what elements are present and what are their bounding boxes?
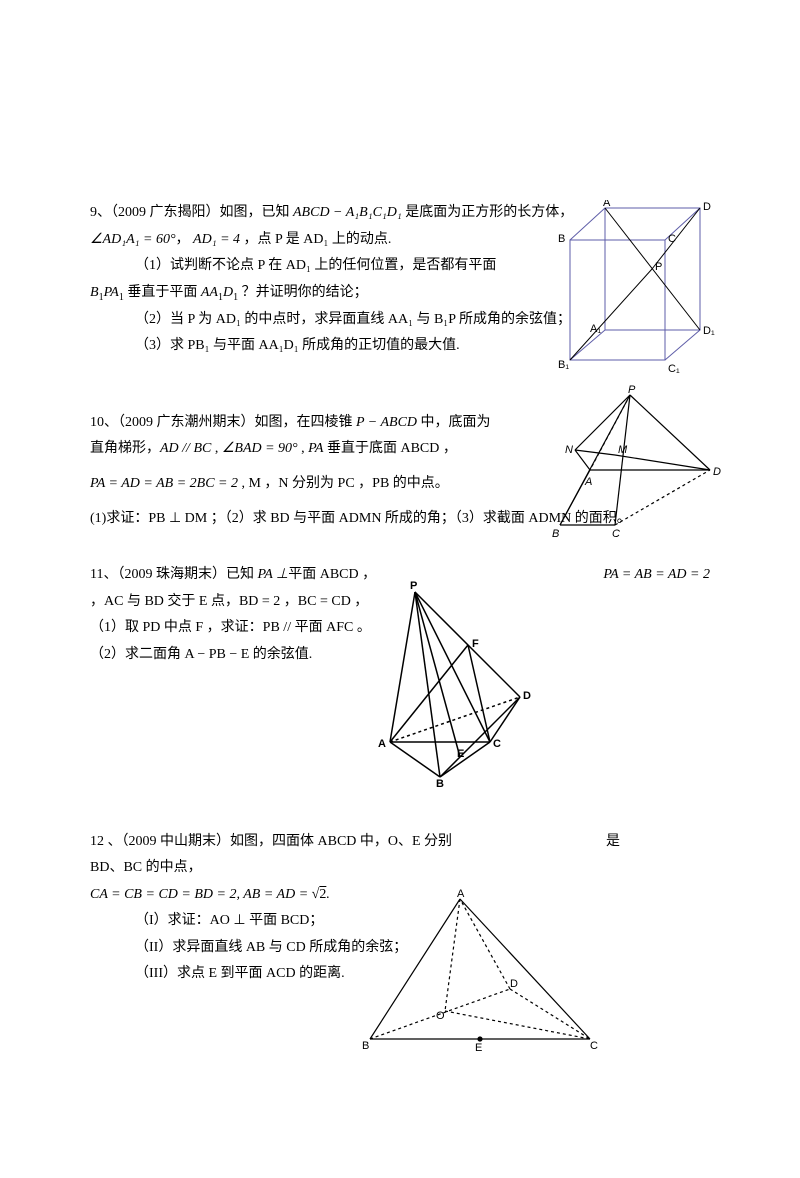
text: 直角梯形， bbox=[90, 441, 160, 456]
label-C: C bbox=[493, 738, 501, 750]
label-D1: D₁ bbox=[703, 325, 715, 337]
math: PA = AD = AB = 2BC = 2 bbox=[90, 476, 238, 491]
label-A: A bbox=[378, 738, 386, 750]
text: , M ，N 分别为 PC ，PB 的中点。 bbox=[238, 476, 449, 491]
label-B: B bbox=[362, 1040, 369, 1052]
figure-p11: P F D A E C B bbox=[360, 577, 550, 787]
text: 12 、（2009 中山期末）如图，四面体 ABCD 中，O、E 分别 bbox=[90, 834, 452, 849]
text: 垂直于底面 ABCD ， bbox=[323, 441, 456, 456]
text: , bbox=[298, 441, 309, 456]
math: ∠BAD = 90° bbox=[222, 441, 298, 456]
label-B: B bbox=[436, 778, 444, 787]
text: 10、（2009 广东潮州期末）如图，在四棱锥 bbox=[90, 415, 356, 430]
label-D: D bbox=[523, 690, 531, 702]
label-B1: B₁ bbox=[558, 359, 569, 371]
label-A: A bbox=[584, 476, 592, 488]
label-P: P bbox=[628, 385, 636, 396]
text: 11、（2009 珠海期末）已知 bbox=[90, 567, 257, 582]
math: PA bbox=[308, 441, 323, 456]
p12-line1b: BD、BC 的中点， bbox=[90, 855, 710, 882]
label-D: D bbox=[703, 201, 711, 213]
text: ， bbox=[176, 232, 194, 247]
label-C: C bbox=[612, 528, 620, 540]
label-E: E bbox=[475, 1042, 482, 1054]
math: B bbox=[90, 285, 99, 300]
text: , bbox=[211, 441, 222, 456]
problem-9: A D B C P A₁ D₁ B₁ C₁ 9、（2009 广东揭阳）如图，已知… bbox=[90, 200, 710, 360]
label-A: A bbox=[457, 889, 465, 900]
p12-line1: 12 、（2009 中山期末）如图，四面体 ABCD 中，O、E 分别 是 bbox=[90, 829, 710, 856]
problem-12: A B E C D O 12 、（2009 中山期末）如图，四面体 ABCD 中… bbox=[90, 829, 710, 1089]
math: AD // BC bbox=[160, 441, 211, 456]
problem-10: P N M A D B C 10、（2009 广东潮州期末）如图，在四棱锥 P … bbox=[90, 410, 710, 532]
label-A: A bbox=[603, 200, 611, 209]
page: A D B C P A₁ D₁ B₁ C₁ 9、（2009 广东揭阳）如图，已知… bbox=[0, 0, 800, 1178]
label-B: B bbox=[552, 528, 559, 540]
label-P: P bbox=[655, 261, 662, 273]
figure-tetrahedron: A B E C D O bbox=[360, 889, 600, 1054]
label-B: B bbox=[558, 233, 565, 245]
math: ∠AD₁A₁ = 60° bbox=[90, 232, 176, 247]
text: 中，底面为 bbox=[417, 415, 491, 430]
text: ，点 P 是 AD₁ 上的动点. bbox=[240, 232, 391, 247]
figure-pyramid: P N M A D B C bbox=[530, 385, 730, 545]
label-D: D bbox=[713, 466, 721, 478]
math: ABCD − A₁B₁C₁D₁ bbox=[293, 205, 402, 220]
label-N: N bbox=[565, 444, 573, 456]
math: AD₁ = 4 bbox=[193, 232, 240, 247]
text: 9、（2009 广东揭阳）如图，已知 bbox=[90, 205, 293, 220]
problem-11: P F D A E C B 11、（2009 珠海期末）已知 PA ⊥平面 AB… bbox=[90, 562, 710, 798]
text-right: 是 bbox=[606, 829, 620, 856]
math: CA = CB = CD = BD = 2, AB = AD = √2. bbox=[90, 887, 330, 902]
label-M: M bbox=[618, 444, 628, 456]
label-D: D bbox=[510, 978, 518, 990]
label-O: O bbox=[436, 1010, 445, 1022]
label-C: C bbox=[668, 233, 676, 245]
label-C: C bbox=[590, 1040, 598, 1052]
label-E: E bbox=[457, 748, 464, 760]
label-C1: C₁ bbox=[668, 363, 680, 375]
label-A1: A₁ bbox=[590, 323, 601, 335]
text: 是底面为正方形的长方体， bbox=[402, 205, 574, 220]
figure-cuboid: A D B C P A₁ D₁ B₁ C₁ bbox=[550, 200, 720, 390]
math: P − ABCD bbox=[356, 415, 417, 430]
label-F: F bbox=[472, 638, 479, 650]
math: PA ⊥ bbox=[257, 567, 288, 582]
label-P: P bbox=[410, 580, 417, 592]
math-right: PA = AB = AD = 2 bbox=[603, 562, 710, 589]
